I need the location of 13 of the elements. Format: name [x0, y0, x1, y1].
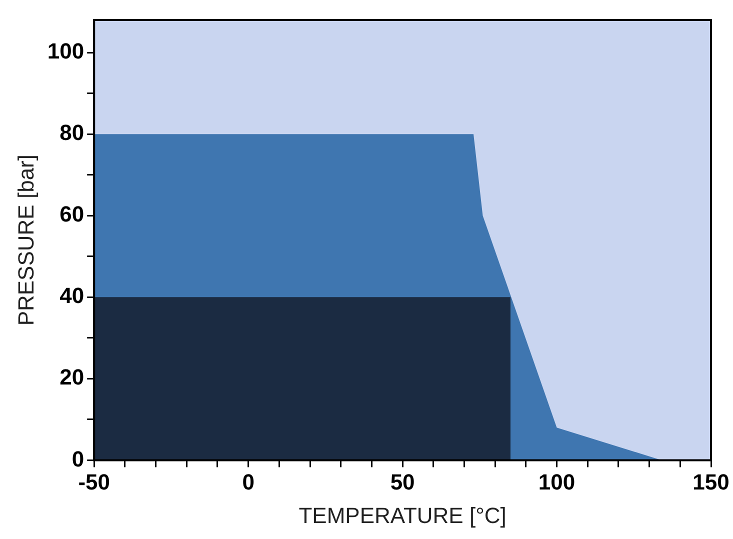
- y-tick-label: 40: [60, 283, 84, 308]
- y-tick-label: 0: [72, 446, 84, 472]
- y-tick-label: 60: [60, 202, 84, 227]
- x-tick-label: 100: [538, 469, 576, 494]
- x-tick-label: 150: [692, 469, 730, 494]
- x-tick-label: -50: [78, 469, 110, 494]
- y-tick-label: 100: [47, 38, 84, 64]
- x-tick-label: 0: [242, 469, 254, 494]
- x-axis-title: TEMPERATURE [°C]: [298, 502, 506, 528]
- y-tick-label: 20: [60, 364, 84, 390]
- y-tick-label: 80: [60, 120, 84, 146]
- x-tick-label: 50: [390, 469, 415, 494]
- y-axis-title: PRESSURE [bar]: [13, 154, 38, 326]
